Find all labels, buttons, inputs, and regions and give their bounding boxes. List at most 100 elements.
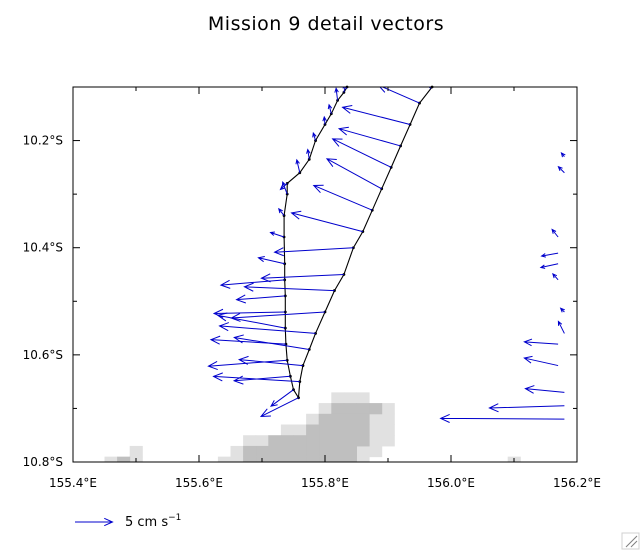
vector-arrow — [331, 138, 392, 168]
y-tick-label: 10.6°S — [23, 348, 63, 362]
land-cell-dark — [318, 424, 332, 436]
land-cell-dark — [293, 445, 307, 458]
vector-arrow-path — [295, 158, 301, 173]
vector-arrow-path — [306, 148, 311, 160]
land-cell-dark — [343, 445, 357, 458]
vector-arrow-path — [259, 397, 299, 418]
land-cell-dark — [318, 413, 332, 425]
vector-arrow — [212, 372, 300, 383]
track-line — [283, 86, 433, 400]
vector-arrow-path — [557, 165, 565, 174]
land-cell-dark — [331, 445, 345, 458]
vector-arrow-path — [281, 181, 288, 195]
vector-arrow-path — [278, 207, 285, 216]
land-cell-dark — [255, 445, 269, 458]
land-cell-light — [381, 403, 395, 415]
land-cell-dark — [280, 456, 294, 462]
land-cell-dark — [243, 445, 257, 458]
land-cell-light — [356, 392, 370, 404]
vector-arrow-path — [539, 263, 559, 269]
vector-arrow — [560, 151, 566, 158]
vector-arrow-path — [540, 252, 559, 258]
land-cell-dark — [356, 413, 370, 425]
vector-arrow-path — [257, 256, 285, 265]
vector-arrow — [270, 389, 294, 407]
vector-arrow — [209, 335, 286, 345]
vector-arrow — [295, 158, 301, 173]
vector-arrow — [259, 397, 299, 418]
land-cell-dark — [331, 424, 345, 436]
land-cell-light — [331, 392, 345, 404]
land-cell-dark — [306, 445, 320, 458]
vector-arrow-path — [209, 335, 286, 345]
x-tick-label: 155.8°E — [301, 476, 349, 490]
vector-arrow — [557, 320, 565, 334]
land-cell-dark — [356, 424, 370, 436]
land-cell-dark — [331, 435, 345, 447]
land-cell-light — [230, 456, 244, 462]
land-cell-light — [381, 424, 395, 436]
land-cell-light — [104, 456, 118, 462]
vector-arrow-path — [270, 389, 294, 407]
land-cell-light — [343, 392, 357, 404]
vector-arrow-path — [523, 338, 559, 347]
land-cell-light — [356, 456, 370, 462]
vector-arrow-path — [218, 322, 316, 334]
vector-arrow — [237, 355, 303, 367]
vector-arrow — [273, 247, 354, 257]
vector-arrow-path — [341, 105, 411, 125]
vector-arrow — [327, 103, 333, 114]
land-cell-dark — [331, 456, 345, 462]
y-tick-label: 10.2°S — [23, 134, 63, 148]
vector-arrow-path — [290, 210, 363, 233]
resize-grip-icon[interactable] — [621, 532, 640, 550]
land-cell-dark — [280, 435, 294, 447]
land-cell-light — [369, 424, 383, 436]
vector-arrow-path — [325, 158, 382, 190]
land-cell-dark — [268, 445, 282, 458]
vector-arrow-path — [260, 273, 344, 283]
land-cell-dark — [343, 403, 357, 415]
legend-reference-arrow — [75, 517, 114, 527]
land-cell-dark — [306, 456, 320, 462]
land-cell-dark — [306, 435, 320, 447]
vector-arrow — [257, 256, 285, 265]
land-cell-light — [381, 413, 395, 425]
vector-arrow-path — [523, 355, 559, 367]
vector-arrow-path — [212, 308, 286, 318]
vector-arrow-path — [235, 294, 286, 304]
vector-arrow — [218, 322, 316, 334]
vector-arrow — [337, 126, 401, 147]
land-cell-light — [381, 435, 395, 447]
y-tick-label: 10.8°S — [23, 455, 63, 469]
vector-arrow-path — [219, 279, 285, 289]
land-cell-light — [255, 435, 269, 447]
land-cell-dark — [268, 456, 282, 462]
land-cell-dark — [356, 435, 370, 447]
vector-arrow — [341, 105, 411, 125]
vector-arrow — [290, 210, 363, 233]
vector-arrow — [312, 184, 373, 211]
vector-arrow-path — [322, 115, 327, 125]
land-cell-dark — [243, 456, 257, 462]
vector-arrow-path — [212, 372, 300, 383]
vector-arrow — [488, 403, 565, 413]
land-cell-dark — [318, 445, 332, 458]
vector-arrow-path — [327, 103, 333, 114]
current-vectors — [207, 87, 566, 423]
vector-arrow — [269, 231, 285, 238]
vector-arrow — [523, 338, 559, 347]
vector-arrow-path — [237, 355, 303, 367]
vector-arrow — [260, 273, 344, 283]
vector-arrow — [232, 375, 291, 385]
x-tick-label: 155.4°E — [49, 476, 97, 490]
vector-arrow-path — [337, 126, 401, 147]
track-station — [307, 157, 311, 161]
vector-arrow-path — [551, 228, 559, 238]
land-cell-light — [356, 445, 370, 458]
land-cell-dark — [343, 435, 357, 447]
vector-arrow-path — [560, 151, 566, 158]
land-cell-dark — [343, 456, 357, 462]
land-cell-dark — [369, 403, 383, 415]
